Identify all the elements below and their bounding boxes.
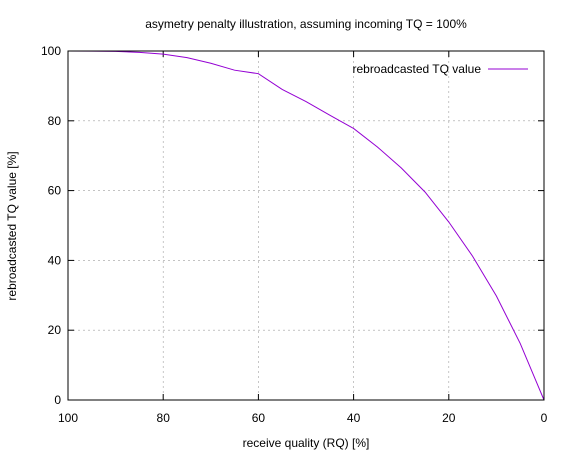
- ticks: 0 20 40 60 80 100 100 80 60 40 20 0: [41, 44, 548, 425]
- y-tick-label: 60: [48, 184, 62, 198]
- y-tick-label: 0: [54, 393, 61, 407]
- series-line: [67, 50, 545, 401]
- grid: [68, 51, 544, 400]
- x-tick-label: 60: [252, 411, 266, 425]
- x-tick-label: 0: [541, 411, 548, 425]
- y-tick-label: 20: [48, 323, 62, 337]
- x-axis-label: receive quality (RQ) [%]: [243, 436, 370, 450]
- x-tick-label: 80: [157, 411, 171, 425]
- y-tick-label: 40: [48, 253, 62, 267]
- x-tick-label: 20: [442, 411, 456, 425]
- y-tick-label: 80: [48, 114, 62, 128]
- legend: rebroadcasted TQ value: [352, 62, 528, 76]
- y-tick-label: 100: [41, 44, 61, 58]
- plot-border: [67, 50, 545, 401]
- y-axis-label: rebroadcasted TQ value [%]: [5, 151, 19, 300]
- legend-label: rebroadcasted TQ value: [352, 62, 481, 76]
- x-tick-label: 100: [58, 411, 78, 425]
- chart-title: asymetry penalty illustration, assuming …: [145, 17, 467, 31]
- x-tick-label: 40: [347, 411, 361, 425]
